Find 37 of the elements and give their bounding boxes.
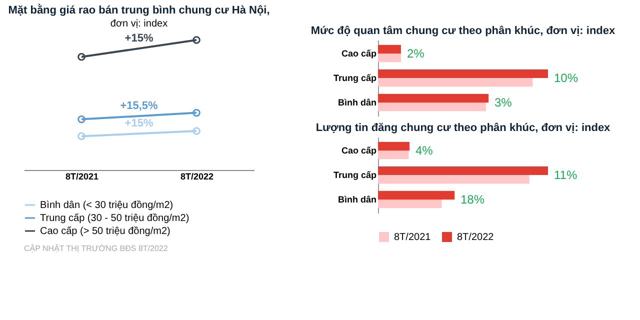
legend-label: 8T/2022 xyxy=(457,232,494,243)
chart-subtitle: đơn vị: index xyxy=(110,18,168,30)
y-tick-label: Trung cấp xyxy=(333,170,377,180)
legend-label: 8T/2021 xyxy=(394,232,432,243)
annotation: 11% xyxy=(554,168,578,182)
annotation: 3% xyxy=(494,96,512,110)
text: CẬP NHẬT THỊ TRƯỜNG BĐS 8T/2022 xyxy=(24,244,168,253)
bar xyxy=(378,166,548,175)
bar xyxy=(378,190,454,200)
annotation: +15% xyxy=(124,32,154,44)
chart-title: Lượng tin đăng chung cư theo phân khúc, đơn vị: index xyxy=(316,122,612,134)
bar xyxy=(378,150,409,160)
y-tick-label: Trung cấp xyxy=(333,73,377,83)
legend-label: Cao cấp (> 50 triệu đồng/m2) xyxy=(40,226,170,237)
y-tick-label: Bình dân xyxy=(338,98,376,108)
annotation: 4% xyxy=(415,143,434,158)
legend-label: Trung cấp (30 - 50 triệu đồng/m2) xyxy=(40,213,190,224)
bar xyxy=(378,200,442,208)
bar xyxy=(378,69,548,78)
bar xyxy=(378,94,488,103)
bar xyxy=(378,78,533,87)
bar xyxy=(378,44,401,54)
y-tick-label: Cao cấp xyxy=(341,48,377,58)
chart-title: Mức độ quan tâm chung cư theo phân khúc, đơn vị: index xyxy=(310,25,616,37)
chart-title: Mặt bằng giá rao bán trung bình chung cư Hà Nội, xyxy=(8,3,270,16)
y-tick-label: Bình dân xyxy=(338,194,376,205)
bar xyxy=(378,175,530,184)
bar xyxy=(378,102,486,112)
y-tick-label: Cao cấp xyxy=(341,145,377,156)
annotation: 2% xyxy=(406,46,425,60)
annotation: 18% xyxy=(460,192,485,207)
legend-label: Bình dân (< 30 triệu đồng/m2) xyxy=(40,200,174,211)
annotation: 10% xyxy=(554,71,578,85)
bar xyxy=(378,142,410,150)
annotation: +15% xyxy=(124,118,154,130)
annotation: +15,5% xyxy=(120,100,158,112)
bar xyxy=(378,53,401,62)
